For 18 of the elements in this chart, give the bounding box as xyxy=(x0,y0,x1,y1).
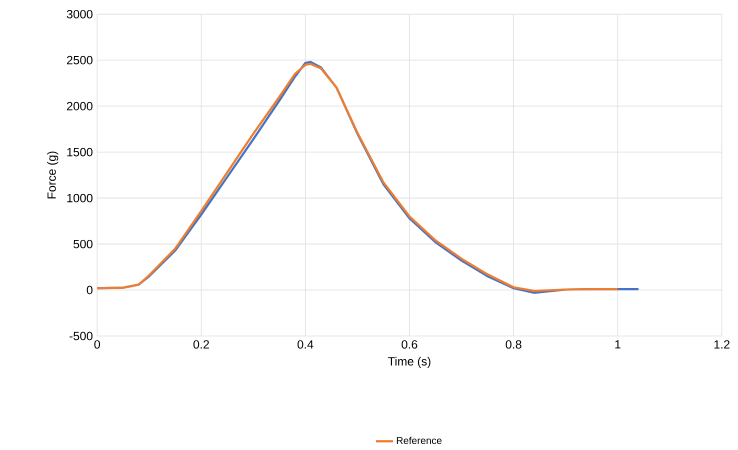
x-tick-label: 0.2 xyxy=(193,340,209,349)
legend-label: Reference xyxy=(396,436,442,444)
y-tick-label: 2500 xyxy=(66,56,93,65)
y-axis-title: Force (g) xyxy=(47,152,58,198)
x-tick-label: 1.2 xyxy=(714,340,730,349)
x-tick-label: 0.8 xyxy=(506,340,522,349)
x-axis-title: Time (s) xyxy=(388,356,430,368)
x-tick-label: 1 xyxy=(615,340,620,349)
y-tick-label: 1500 xyxy=(67,148,93,156)
y-tick-label: 500 xyxy=(74,240,93,248)
y-tick-label: 0 xyxy=(86,286,93,294)
y-tick-label: 1000 xyxy=(67,194,93,202)
x-tick-label: 0 xyxy=(94,340,100,349)
x-tick-label: 0.6 xyxy=(402,340,418,349)
x-tick-label: 0.4 xyxy=(298,340,314,349)
y-tick-label: -500 xyxy=(70,332,93,340)
y-tick-label: 3000 xyxy=(66,10,93,19)
y-tick-label: 2000 xyxy=(66,102,93,110)
